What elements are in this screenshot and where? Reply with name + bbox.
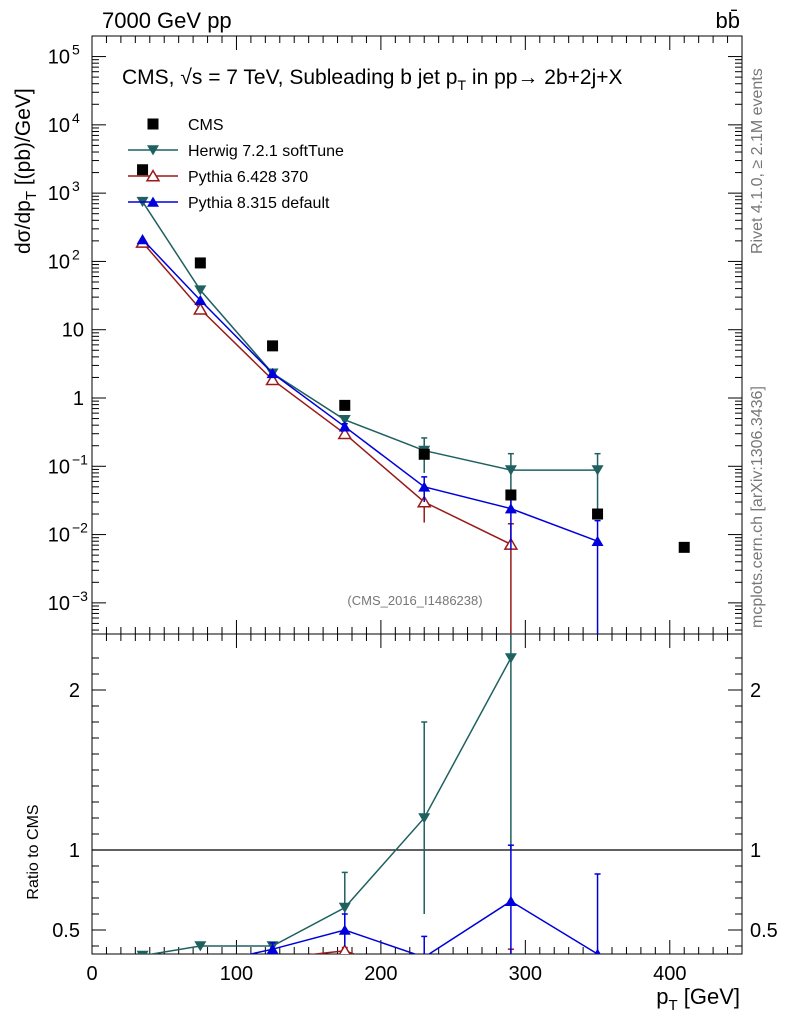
- mcplots-label: mcplots.cern.ch [arXiv:1306.3436]: [749, 386, 766, 628]
- x-tick-label: 200: [364, 963, 397, 985]
- y-tick-exponent: 4: [72, 110, 80, 126]
- y-tick-exponent: 3: [72, 178, 80, 194]
- ratio-axis-label: Ratio to CMS: [25, 804, 42, 899]
- data-point: [678, 541, 690, 553]
- x-tick-label: 100: [220, 963, 253, 985]
- ratio-tick-label-left: 0.5: [52, 920, 80, 942]
- ratio-tick-label-right: 1: [750, 840, 761, 862]
- y-tick-exponent: 2: [72, 246, 80, 262]
- ratio-line-0: [147, 657, 512, 954]
- ratio-point-2: [504, 895, 517, 906]
- x-tick-label: 0: [86, 963, 97, 985]
- data-point: [267, 340, 279, 352]
- series-point-2: [194, 294, 207, 306]
- y-tick-label: 10: [48, 251, 70, 273]
- series-line-1: [141, 241, 512, 545]
- y-tick-label: 10: [48, 456, 70, 478]
- ratio-plot-marks: [92, 634, 742, 1000]
- y-tick-label: 10: [62, 320, 84, 342]
- y-tick-label: 10: [48, 47, 70, 69]
- x-tick-label: 400: [653, 963, 686, 985]
- y-tick-label: 10: [48, 115, 70, 137]
- header-process: bb̄: [716, 8, 740, 33]
- series-point-0: [338, 414, 351, 426]
- series-point-1: [265, 372, 280, 386]
- ratio-point-0: [504, 653, 517, 664]
- x-axis-label: pT [GeV]: [656, 984, 740, 1014]
- ratio-point-1: [338, 943, 351, 954]
- series-point-0: [504, 465, 517, 476]
- y-axis-label: dσ/dpT [(pb)/GeV]: [12, 88, 40, 254]
- y-tick-label: 1: [73, 388, 84, 410]
- ratio-tick-label-left: 2: [69, 680, 80, 702]
- y-tick-exponent: −1: [72, 451, 88, 467]
- legend-label: Pythia 8.315 default: [188, 195, 330, 212]
- ratio-plot-frame: [91, 633, 743, 955]
- ratio-point-1: [137, 990, 149, 1000]
- legend-marker: [145, 169, 161, 182]
- data-point: [592, 508, 604, 520]
- ratio-point-2: [594, 948, 601, 954]
- y-tick-label: 10: [48, 593, 70, 615]
- ratio-point-2: [266, 943, 279, 954]
- series-line-2: [142, 238, 598, 542]
- main-plot-marks: [135, 164, 690, 634]
- ratio-point-1: [271, 951, 274, 954]
- header-energy: 7000 GeV pp: [102, 8, 232, 33]
- series-point-1: [337, 426, 353, 440]
- y-tick-label: 10: [48, 525, 70, 547]
- ratio-tick-label-right: 2: [750, 680, 761, 702]
- series-line-0: [141, 201, 598, 471]
- data-point: [137, 164, 149, 176]
- series-point-2: [136, 234, 149, 245]
- legend-label: Pythia 6.428 370: [188, 169, 308, 186]
- series-point-0: [194, 285, 207, 296]
- legend: CMS Herwig 7.2.1 softTune Pythia 6.428 370…: [128, 117, 344, 212]
- analysis-id: (CMS_2016_I1486238): [347, 593, 482, 608]
- y-tick-exponent: −2: [72, 520, 88, 536]
- ratio-point-2: [338, 924, 351, 935]
- legend-label: Herwig 7.2.1 softTune: [188, 143, 344, 160]
- data-point: [194, 257, 206, 269]
- data-point: [418, 448, 430, 460]
- series-point-2: [266, 367, 279, 379]
- y-tick-exponent: −3: [72, 588, 88, 604]
- rivet-version-label: Rivet 4.1.0, ≥ 2.1M events: [749, 68, 766, 254]
- legend-marker: [147, 118, 159, 130]
- legend-marker: [147, 145, 159, 156]
- series-point-0: [591, 465, 604, 476]
- ratio-tick-label-left: 1: [69, 840, 80, 862]
- data-point: [339, 399, 351, 411]
- ratio-point-0: [194, 941, 207, 952]
- chart-title: CMS, √s = 7 TeV, Subleading b jet pT in …: [122, 66, 623, 93]
- series-point-2: [591, 535, 604, 546]
- legend-marker: [147, 196, 159, 207]
- ratio-point-0: [338, 902, 351, 913]
- legend-label: CMS: [188, 117, 224, 134]
- ratio-tick-label-right: 0.5: [750, 920, 778, 942]
- series-point-2: [338, 421, 351, 432]
- ratio-point-0: [418, 813, 431, 824]
- ratio-line-1: [309, 950, 357, 954]
- series-point-2: [418, 481, 431, 492]
- ratio-point-2: [194, 960, 206, 970]
- series-point-1: [193, 302, 208, 315]
- data-point: [505, 489, 517, 501]
- y-tick-label: 10: [48, 183, 70, 205]
- ratio-point-1: [418, 973, 430, 983]
- series-point-2: [504, 503, 517, 514]
- ratio-point-2: [137, 989, 149, 999]
- x-tick-label: 300: [509, 963, 542, 985]
- y-tick-exponent: 5: [72, 42, 80, 58]
- ratio-point-2: [422, 951, 426, 954]
- ratio-point-1: [194, 973, 206, 983]
- ratio-point-0: [136, 950, 149, 954]
